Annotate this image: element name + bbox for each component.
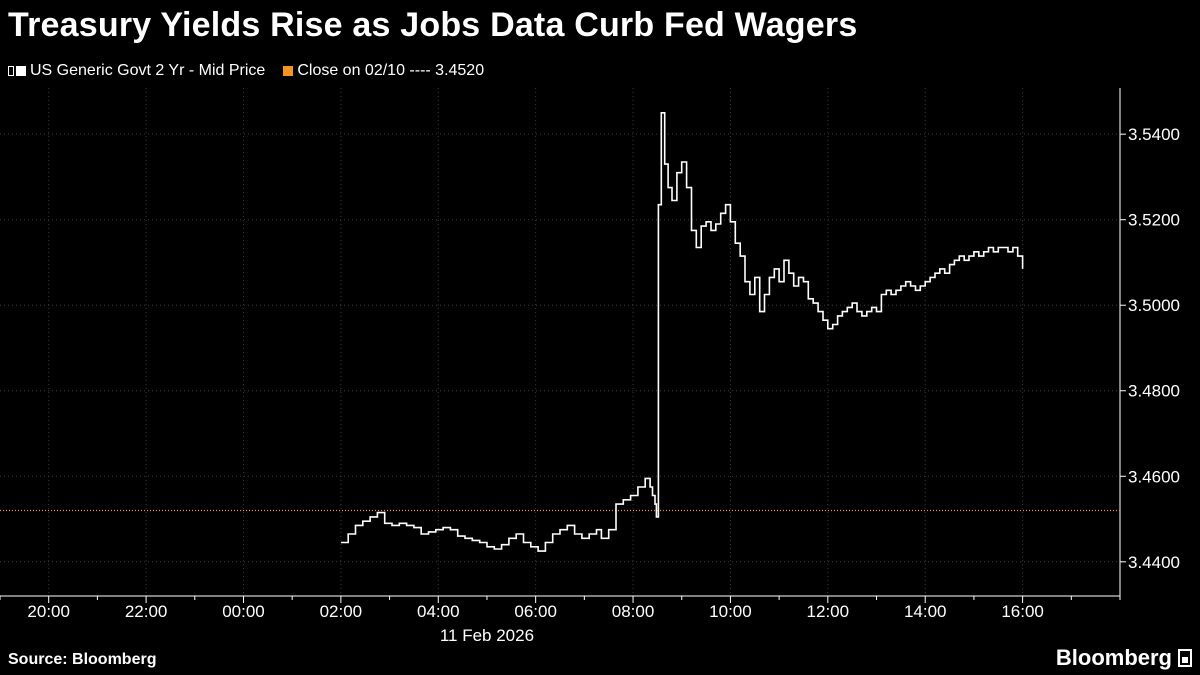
legend-series-label: US Generic Govt 2 Yr - Mid Price <box>30 62 266 79</box>
date-label: 11 Feb 2026 <box>440 626 534 645</box>
y-tick-label: 3.5000 <box>1128 296 1180 315</box>
y-tick-label: 3.4600 <box>1128 467 1180 486</box>
terminal-icon <box>1178 649 1192 667</box>
x-tick-label: 14:00 <box>904 602 947 621</box>
series-swatch <box>16 66 26 76</box>
chart-legend: US Generic Govt 2 Yr - Mid Price Close o… <box>8 62 502 80</box>
chart-title: Treasury Yields Rise as Jobs Data Curb F… <box>8 6 858 44</box>
x-tick-label: 12:00 <box>807 602 850 621</box>
legend-reference-label: Close on 02/10 ---- 3.4520 <box>297 62 485 79</box>
series-line <box>340 112 1024 552</box>
x-tick-label: 22:00 <box>125 602 168 621</box>
brand-logo: Bloomberg <box>1056 645 1192 671</box>
y-tick-label: 3.5200 <box>1128 211 1180 230</box>
x-tick-label: 20:00 <box>27 602 70 621</box>
x-tick-label: 04:00 <box>417 602 460 621</box>
y-tick-label: 3.4400 <box>1128 553 1180 572</box>
x-tick-label: 06:00 <box>514 602 557 621</box>
legend-reference: Close on 02/10 ---- 3.4520 <box>283 62 484 80</box>
legend-marker-icon <box>8 66 14 76</box>
x-tick-label: 02:00 <box>320 602 363 621</box>
reference-swatch <box>283 66 294 76</box>
x-tick-label: 16:00 <box>1001 602 1044 621</box>
legend-series: US Generic Govt 2 Yr - Mid Price <box>8 62 265 80</box>
x-tick-label: 00:00 <box>222 602 265 621</box>
brand-name: Bloomberg <box>1055 645 1172 670</box>
x-tick-label: 10:00 <box>709 602 752 621</box>
y-tick-label: 3.4800 <box>1128 382 1180 401</box>
y-tick-label: 3.5400 <box>1128 125 1180 144</box>
source-note: Source: Bloomberg <box>8 651 157 668</box>
x-tick-label: 08:00 <box>612 602 655 621</box>
